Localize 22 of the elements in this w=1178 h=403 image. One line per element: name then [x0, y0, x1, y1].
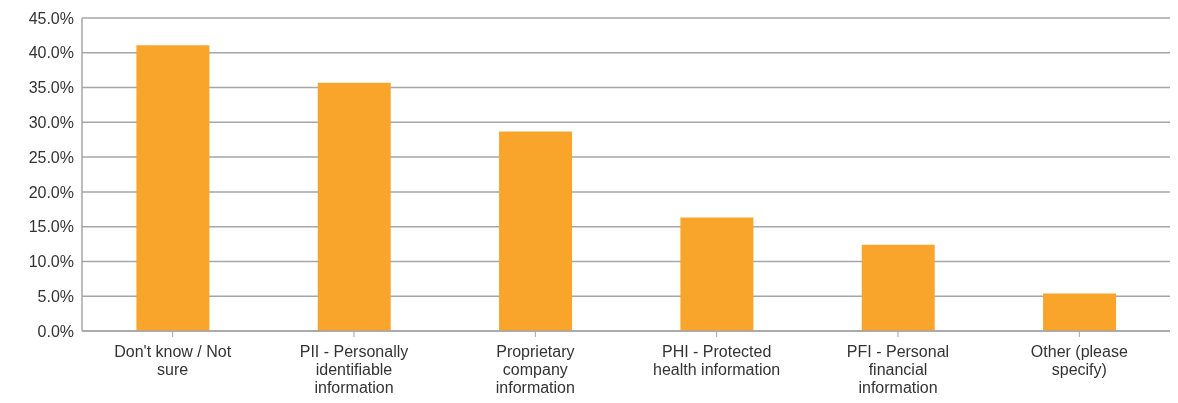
- bar: [499, 131, 573, 331]
- x-tick-label: Other (please specify): [1030, 343, 1128, 378]
- y-tick-label: 20.0%: [28, 183, 74, 201]
- bar: [680, 217, 754, 331]
- bar: [861, 244, 935, 331]
- x-tick-label: PFI - Personal financial information: [846, 343, 950, 396]
- y-tick-label: 5.0%: [37, 287, 74, 305]
- bar: [1043, 293, 1117, 331]
- x-tick-label: Don't know / Not sure: [114, 343, 232, 378]
- y-tick-label: 30.0%: [28, 114, 74, 132]
- bar: [317, 82, 391, 331]
- x-tick-label: PII - Personally identifiable information: [299, 343, 409, 396]
- y-tick-label: 15.0%: [28, 218, 74, 236]
- y-tick-label: 0.0%: [37, 322, 74, 340]
- bar: [136, 45, 210, 331]
- y-tick-label: 25.0%: [28, 148, 74, 166]
- y-tick-label: 45.0%: [28, 9, 74, 27]
- y-tick-label: 35.0%: [28, 79, 74, 97]
- y-tick-label: 10.0%: [28, 253, 74, 271]
- y-tick-label: 40.0%: [28, 44, 74, 62]
- x-tick-label: Proprietary company information: [495, 343, 575, 396]
- x-tick-label: PHI - Protected health information: [653, 343, 781, 378]
